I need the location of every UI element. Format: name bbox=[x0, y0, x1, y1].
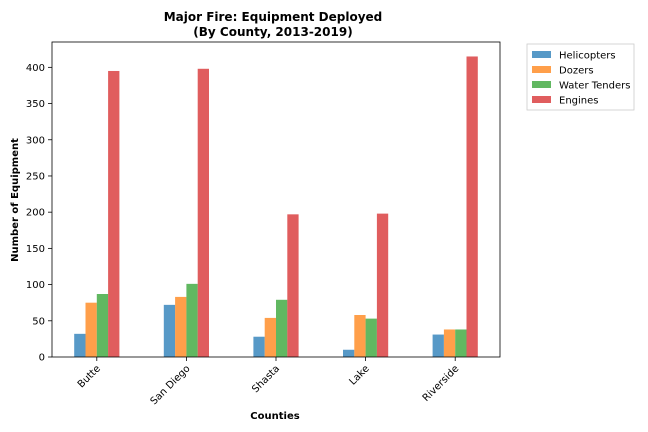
bar-helicopters-riverside bbox=[432, 334, 444, 357]
legend: Helicopters Dozers Water Tenders Engines bbox=[526, 43, 635, 111]
legend-label-water-tenders: Water Tenders bbox=[559, 81, 630, 92]
x-axis-label: Counties bbox=[250, 411, 299, 422]
legend-swatch-dozers bbox=[532, 66, 551, 73]
x-tick-label: Butte bbox=[76, 363, 103, 390]
bar-water-tenders-riverside bbox=[455, 329, 467, 357]
bar-engines-riverside bbox=[466, 56, 478, 357]
legend-swatch-water-tenders bbox=[532, 81, 551, 88]
bar-water-tenders-san-diego bbox=[186, 283, 198, 357]
bar-engines-shasta bbox=[287, 214, 299, 357]
bar-engines-butte bbox=[108, 70, 120, 357]
y-tick-label: 150 bbox=[26, 244, 45, 255]
x-tick-label: Shasta bbox=[250, 363, 282, 395]
y-tick-label: 250 bbox=[26, 171, 45, 182]
y-tick-label: 350 bbox=[26, 99, 45, 110]
bar-helicopters-shasta bbox=[253, 336, 265, 357]
y-axis-label: Number of Equipment bbox=[10, 138, 21, 262]
bar-engines-san-diego bbox=[197, 68, 209, 357]
bar-helicopters-butte bbox=[74, 333, 86, 357]
legend-label-dozers: Dozers bbox=[559, 66, 594, 77]
y-tick-label: 400 bbox=[26, 63, 45, 74]
y-tick-label: 50 bbox=[32, 316, 45, 327]
bar-water-tenders-butte bbox=[96, 294, 109, 357]
x-tick-label: San Diego bbox=[149, 363, 193, 407]
bar-engines-lake bbox=[376, 213, 389, 357]
bar-dozers-san-diego bbox=[175, 296, 187, 357]
bar-water-tenders-shasta bbox=[276, 299, 288, 357]
bar-dozers-riverside bbox=[443, 329, 456, 357]
bar-water-tenders-lake bbox=[365, 318, 377, 357]
y-axis-ticks: 0 50 100 150 200 250 300 350 400 bbox=[26, 63, 52, 364]
y-tick-label: 0 bbox=[39, 353, 45, 364]
bar-dozers-shasta bbox=[264, 317, 276, 357]
x-tick-label: Lake bbox=[347, 363, 371, 387]
bar-dozers-lake bbox=[354, 315, 366, 357]
bar-dozers-butte bbox=[85, 302, 97, 357]
chart-title: Major Fire: Equipment Deployed bbox=[164, 10, 383, 24]
chart-subtitle: (By County, 2013-2019) bbox=[193, 25, 352, 39]
x-tick-label: Riverside bbox=[421, 363, 462, 404]
bars-group bbox=[74, 56, 478, 357]
plot-frame bbox=[51, 41, 501, 358]
bar-helicopters-lake bbox=[343, 349, 355, 357]
x-axis-ticks: Butte San Diego Shasta Lake Riverside bbox=[76, 357, 461, 407]
bar-helicopters-san-diego bbox=[163, 304, 176, 357]
legend-swatch-engines bbox=[532, 96, 551, 103]
legend-label-helicopters: Helicopters bbox=[559, 51, 616, 62]
y-tick-label: 100 bbox=[26, 280, 45, 291]
legend-label-engines: Engines bbox=[559, 96, 598, 107]
legend-swatch-helicopters bbox=[532, 51, 551, 58]
y-tick-label: 300 bbox=[26, 135, 45, 146]
y-tick-label: 200 bbox=[26, 208, 45, 219]
